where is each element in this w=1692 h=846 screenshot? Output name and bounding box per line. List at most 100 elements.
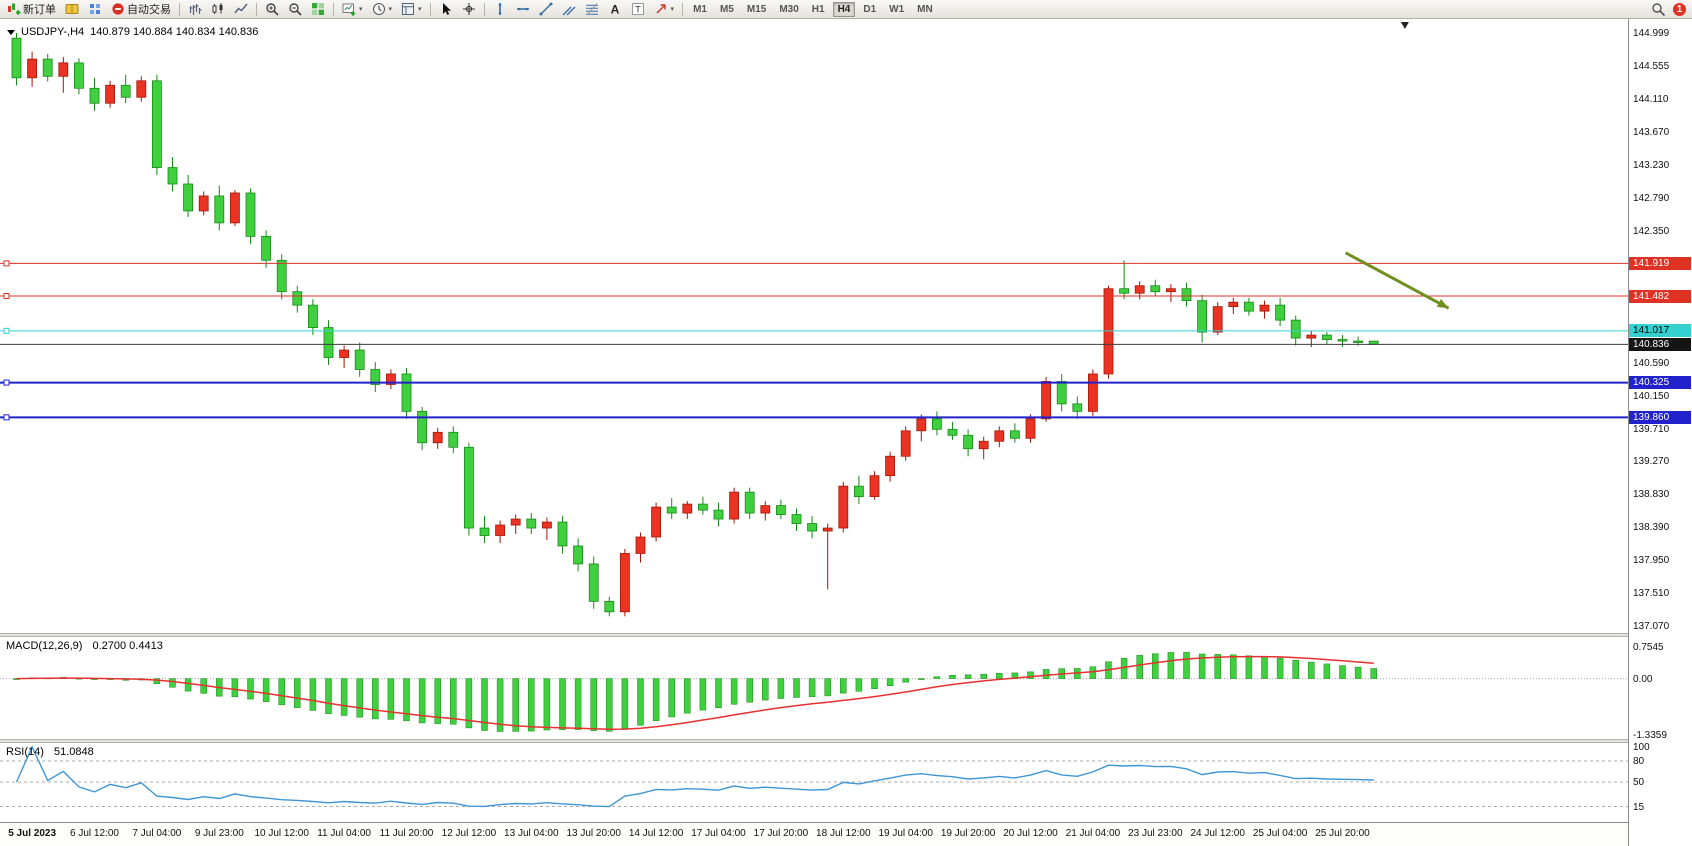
one-click-trading-toggle[interactable]	[7, 29, 15, 35]
line-handle[interactable]	[3, 379, 10, 386]
candle	[495, 524, 506, 536]
timeframe-m30[interactable]: M30	[779, 3, 799, 15]
equidistant-channel-button[interactable]	[558, 0, 580, 19]
macd-histogram-bar	[1027, 671, 1034, 679]
candle	[105, 84, 115, 104]
candle	[261, 235, 272, 261]
timeframe-mn[interactable]: MN	[917, 3, 933, 15]
text-t-icon: T	[631, 3, 644, 15]
candle	[183, 183, 194, 212]
pane-splitter[interactable]	[0, 633, 1628, 637]
toolbar-separator	[682, 2, 684, 16]
zoom-in-button[interactable]	[261, 0, 283, 19]
price-badge: 141.017	[1629, 324, 1691, 338]
vertical-line-button[interactable]	[489, 0, 511, 19]
time-axis-label: 7 Jul 04:00	[132, 828, 182, 839]
timeframe-d1[interactable]: D1	[863, 3, 877, 15]
bars-icon	[189, 4, 202, 15]
candle	[713, 509, 724, 520]
macd-histogram-bar	[528, 678, 535, 732]
market-watch-button[interactable]	[61, 0, 83, 19]
candle	[323, 327, 334, 358]
cursor-button[interactable]	[435, 0, 457, 19]
candle	[978, 440, 989, 450]
text-button[interactable]: A	[604, 0, 626, 19]
macd-histogram-bar	[278, 678, 285, 706]
notification-badge[interactable]: 1	[1673, 2, 1686, 16]
macd-histogram-bar	[933, 676, 941, 679]
periods-button[interactable]: ▾	[368, 0, 397, 19]
macd-histogram-bar	[730, 678, 738, 705]
chart-line-button[interactable]	[230, 0, 252, 19]
macd-histogram-bar	[637, 678, 644, 726]
candle	[1228, 301, 1239, 308]
autotrade-button[interactable]: 自动交易	[107, 0, 175, 19]
candle	[1056, 381, 1067, 405]
macd-histogram-bar	[262, 678, 270, 702]
text-label-button[interactable]: T	[627, 0, 649, 19]
price-axis-label: 142.350	[1633, 226, 1670, 238]
toolbar-separator	[333, 2, 334, 16]
candle	[136, 80, 147, 98]
candle	[1181, 288, 1192, 302]
chart-shift-marker[interactable]	[1400, 22, 1409, 29]
macd-axis-label: 0.7545	[1633, 642, 1664, 653]
chart-candlesticks-button[interactable]	[207, 0, 229, 19]
candle	[1306, 334, 1317, 339]
timeframe-m15[interactable]: M15	[746, 3, 767, 15]
zoom-in-icon	[266, 3, 279, 16]
macd-histogram-bar	[855, 678, 863, 692]
macd-histogram-bar	[1183, 652, 1190, 679]
time-axis-label: 11 Jul 20:00	[379, 828, 434, 839]
macd-histogram-bar	[184, 678, 192, 692]
candle	[510, 518, 521, 526]
candle	[58, 62, 69, 77]
time-axis-label: 23 Jul 23:00	[1128, 828, 1183, 839]
arrow-shape-icon	[656, 4, 666, 14]
zoom-out-button[interactable]	[284, 0, 306, 19]
time-axis-label: 13 Jul 20:00	[566, 828, 621, 839]
candle	[229, 192, 240, 224]
new-order-button[interactable]: 新订单	[3, 0, 60, 19]
candle	[27, 58, 38, 79]
line-handle[interactable]	[3, 414, 10, 421]
line-handle[interactable]	[3, 293, 10, 300]
arrows-button[interactable]: ▾	[650, 0, 679, 19]
crosshair-button[interactable]	[458, 0, 480, 19]
candles-icon	[212, 3, 223, 14]
trendline-button[interactable]	[535, 0, 557, 19]
pane-splitter[interactable]	[0, 739, 1628, 743]
time-axis-label: 25 Jul 04:00	[1252, 828, 1308, 839]
timeframe-m5[interactable]: M5	[719, 3, 734, 15]
candle	[417, 410, 428, 444]
data-window-button[interactable]	[84, 0, 106, 19]
trend-arrow[interactable]	[1344, 251, 1450, 310]
svg-text:T: T	[635, 5, 641, 15]
linechart-icon	[234, 3, 248, 14]
macd-histogram-bar	[169, 678, 176, 688]
macd-axis-label: -1.3359	[1633, 729, 1667, 741]
chart-bars-button[interactable]	[184, 0, 206, 19]
time-axis-label: 18 Jul 12:00	[816, 828, 871, 839]
price-badge: 140.836	[1629, 337, 1691, 351]
candle	[963, 434, 973, 450]
fibonacci-button[interactable]	[581, 0, 603, 19]
chevron-down-icon: ▾	[418, 6, 422, 13]
tile-windows-button[interactable]	[307, 0, 329, 19]
timeframe-m1[interactable]: M1	[693, 3, 707, 15]
indicators-button[interactable]: ▾	[397, 0, 426, 19]
rsi-label: RSI(14)	[6, 746, 44, 758]
search-icon[interactable]	[1651, 2, 1666, 17]
candle	[385, 373, 396, 385]
macd-header: MACD(12,26,9) 0.2700 0.4413	[6, 640, 163, 652]
line-handle[interactable]	[3, 260, 10, 267]
timeframe-h1[interactable]: H1	[811, 3, 825, 15]
candle	[370, 369, 381, 385]
line-handle[interactable]	[3, 327, 10, 334]
new-chart-button[interactable]: ▾	[338, 0, 367, 19]
candle	[620, 553, 630, 613]
timeframe-h4[interactable]: H4	[832, 1, 856, 17]
horizontal-line-button[interactable]	[512, 0, 534, 19]
candle	[463, 446, 474, 529]
timeframe-w1[interactable]: W1	[889, 3, 905, 15]
